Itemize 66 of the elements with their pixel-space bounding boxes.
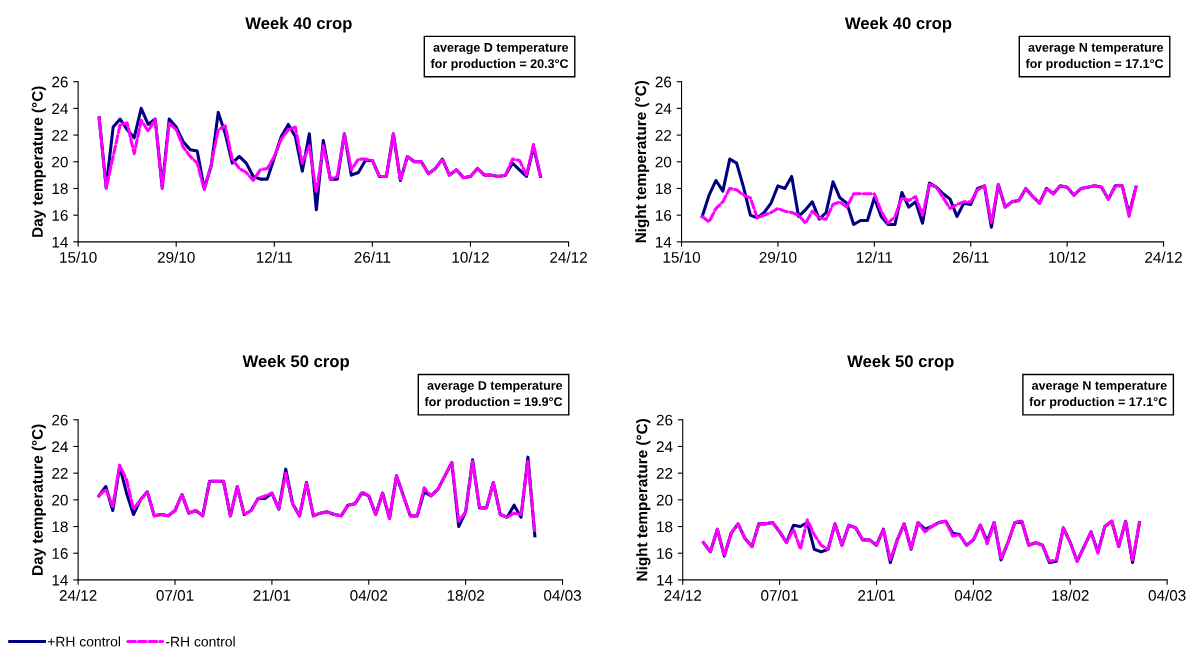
x-tick-label: 24/12 — [59, 589, 97, 601]
y-tick-label: 16 — [52, 210, 68, 221]
chart-title: Week 40 crop — [844, 16, 952, 33]
y-tick-label: 14 — [52, 236, 68, 248]
y-tick-label: 20 — [52, 494, 68, 506]
y-tick-label: 20 — [655, 156, 672, 168]
y-tick-label: 14 — [657, 574, 673, 586]
chart-title: Week 50 crop — [847, 354, 954, 371]
y-tick-label: 22 — [52, 468, 68, 479]
x-tick-label: 24/12 — [550, 251, 587, 263]
y-tick-label: 24 — [52, 103, 68, 114]
x-tick-label: 12/11 — [856, 251, 893, 263]
y-tick-label: 16 — [657, 548, 673, 559]
x-tick-label: 21/01 — [253, 589, 291, 601]
y-axis-title: Night temperature (°C) — [634, 80, 650, 243]
y-tick-label: 24 — [655, 103, 672, 114]
x-tick-label: 26/11 — [354, 251, 391, 263]
x-tick-label: 07/01 — [156, 589, 194, 601]
y-tick-label: 16 — [655, 210, 672, 221]
x-tick-label: 04/03 — [544, 589, 581, 601]
y-tick-label: 24 — [52, 441, 68, 453]
x-tick-label: 04/02 — [954, 589, 992, 601]
x-tick-label: 04/03 — [1148, 589, 1186, 601]
x-tick-label: 10/12 — [1049, 251, 1086, 263]
x-tick-label: 15/10 — [60, 251, 97, 263]
x-tick-label: 12/11 — [256, 251, 293, 263]
y-tick-label: 16 — [52, 548, 68, 559]
x-tick-label: 18/02 — [1052, 589, 1089, 601]
y-tick-label: 14 — [52, 574, 68, 586]
y-tick-label: 26 — [655, 76, 672, 88]
y-tick-label: 24 — [656, 441, 673, 453]
y-axis-title: Night temperature (°C) — [636, 419, 651, 581]
y-tick-label: 22 — [52, 129, 68, 141]
chart-title: Week 50 crop — [242, 354, 350, 371]
x-tick-label: 24/12 — [664, 589, 702, 601]
y-axis-title: Day temperature (°C) — [31, 86, 46, 237]
chart-title: Week 40 crop — [245, 16, 352, 33]
legend-label: +RH control — [47, 636, 121, 647]
legend-label: -RH control — [166, 636, 235, 647]
text: average D temperature for production = 20.3°C — [430, 43, 569, 71]
x-tick-label: 10/12 — [452, 251, 489, 263]
text: average D temperature for production = 19.9°C — [424, 381, 563, 409]
x-tick-label: 29/10 — [759, 251, 797, 263]
x-tick-label: 26/11 — [952, 251, 989, 263]
x-tick-label: 29/10 — [157, 251, 195, 263]
y-tick-label: 14 — [655, 236, 672, 248]
y-tick-label: 26 — [656, 414, 673, 426]
y-tick-label: 20 — [656, 494, 673, 506]
y-tick-label: 18 — [657, 521, 673, 533]
y-tick-label: 18 — [52, 521, 68, 533]
y-axis-title: Day temperature (°C) — [31, 424, 46, 575]
x-tick-label: 07/01 — [761, 589, 798, 601]
y-tick-label: 26 — [52, 414, 68, 426]
x-tick-label: 21/01 — [858, 589, 895, 601]
y-tick-label: 22 — [656, 468, 673, 479]
x-tick-label: 04/02 — [350, 589, 388, 601]
y-tick-label: 18 — [52, 183, 68, 195]
y-tick-label: 22 — [655, 129, 672, 141]
x-tick-label: 24/12 — [1145, 251, 1182, 263]
x-tick-label: 18/02 — [447, 589, 485, 601]
text: average N temperature for production = 17.1°C — [1029, 381, 1167, 409]
y-tick-label: 26 — [52, 76, 68, 88]
x-tick-label: 15/10 — [663, 251, 701, 263]
text: average N temperature for production = 17.1°C — [1025, 43, 1164, 71]
y-tick-label: 18 — [655, 183, 672, 195]
y-tick-label: 20 — [52, 156, 68, 168]
